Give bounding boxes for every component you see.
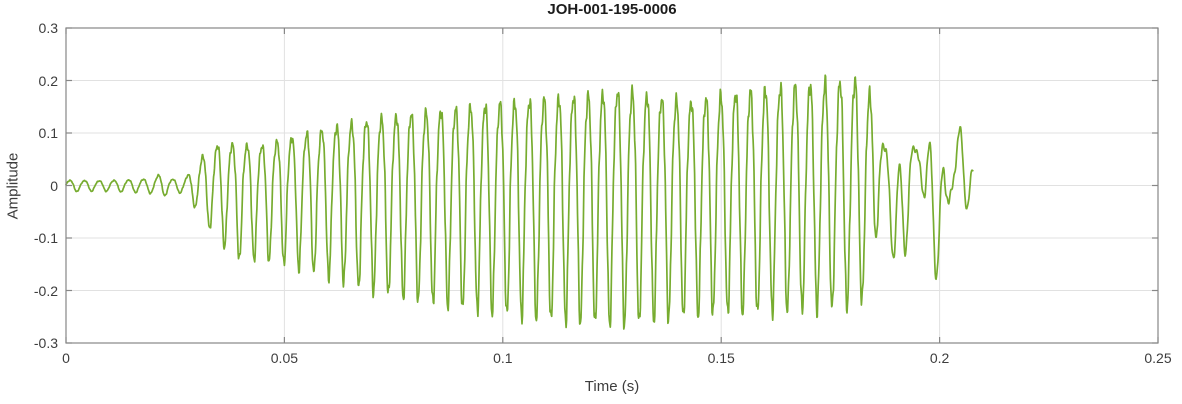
y-tick-label: 0.2 (38, 72, 58, 89)
y-tick-label: -0.1 (33, 230, 58, 246)
chart-title: JOH-001-195-0006 (547, 1, 677, 18)
y-tick-label: 0.1 (38, 125, 58, 141)
x-tick-label: 0.2 (929, 350, 950, 366)
x-tick-label: 0.05 (270, 350, 299, 366)
y-tick-label: 0.3 (38, 20, 58, 36)
y-tick-label: 0 (50, 177, 58, 194)
x-tick-label: 0 (62, 350, 70, 366)
x-tick-label: 0.1 (493, 350, 513, 366)
y-tick-label: -0.2 (33, 282, 58, 299)
y-tick-label: -0.3 (33, 335, 58, 351)
x-axis-label: Time (s) (584, 378, 640, 395)
x-tick-label: 0.25 (1144, 350, 1172, 366)
waveform-path (65, 74, 974, 330)
x-tick-label: 0.15 (707, 350, 735, 366)
